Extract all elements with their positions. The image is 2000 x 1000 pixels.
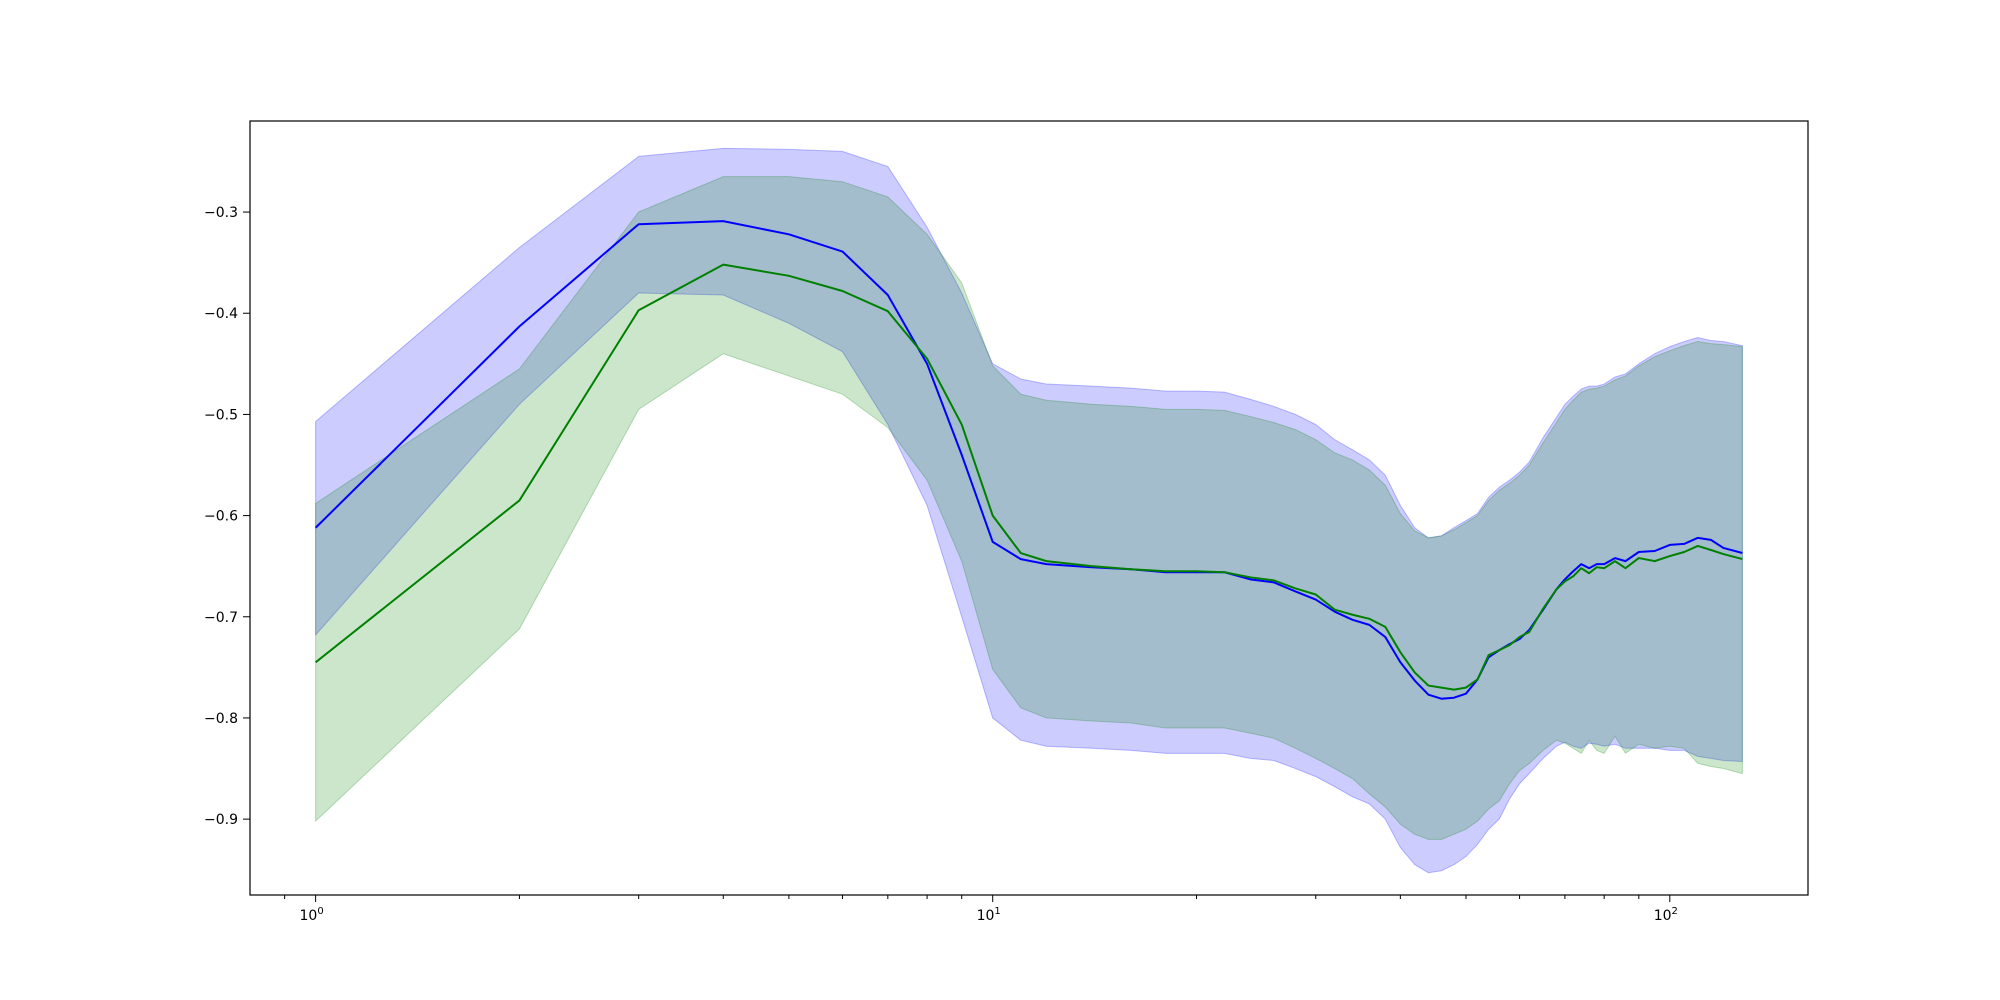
series-lines bbox=[314, 220, 1743, 700]
confidence-band-1 bbox=[315, 176, 1743, 840]
y-tick-label: −0.6 bbox=[204, 509, 238, 525]
confidence-bands bbox=[315, 147, 1743, 874]
axes: −0.3 −0.4 −0.5 −0.6 −0.7 −0.8 −0.9 100 101 102 bbox=[204, 205, 1678, 924]
y-tick-label: −0.9 bbox=[204, 812, 238, 828]
confidence-band-0 bbox=[315, 147, 1743, 874]
x-tick-label: 101 bbox=[977, 906, 1001, 924]
x-tick-label: 100 bbox=[300, 906, 324, 924]
series-line-1 bbox=[314, 263, 1743, 691]
y-tick-label: −0.8 bbox=[204, 711, 238, 727]
x-tick-label: 102 bbox=[1654, 906, 1678, 924]
series-line-0 bbox=[314, 220, 1743, 700]
y-tick-label: −0.7 bbox=[204, 610, 238, 626]
y-tick-label: −0.4 bbox=[204, 306, 238, 322]
plot-frame bbox=[249, 120, 1809, 896]
y-tick-label: −0.5 bbox=[204, 407, 238, 423]
y-tick-label: −0.3 bbox=[204, 205, 238, 221]
